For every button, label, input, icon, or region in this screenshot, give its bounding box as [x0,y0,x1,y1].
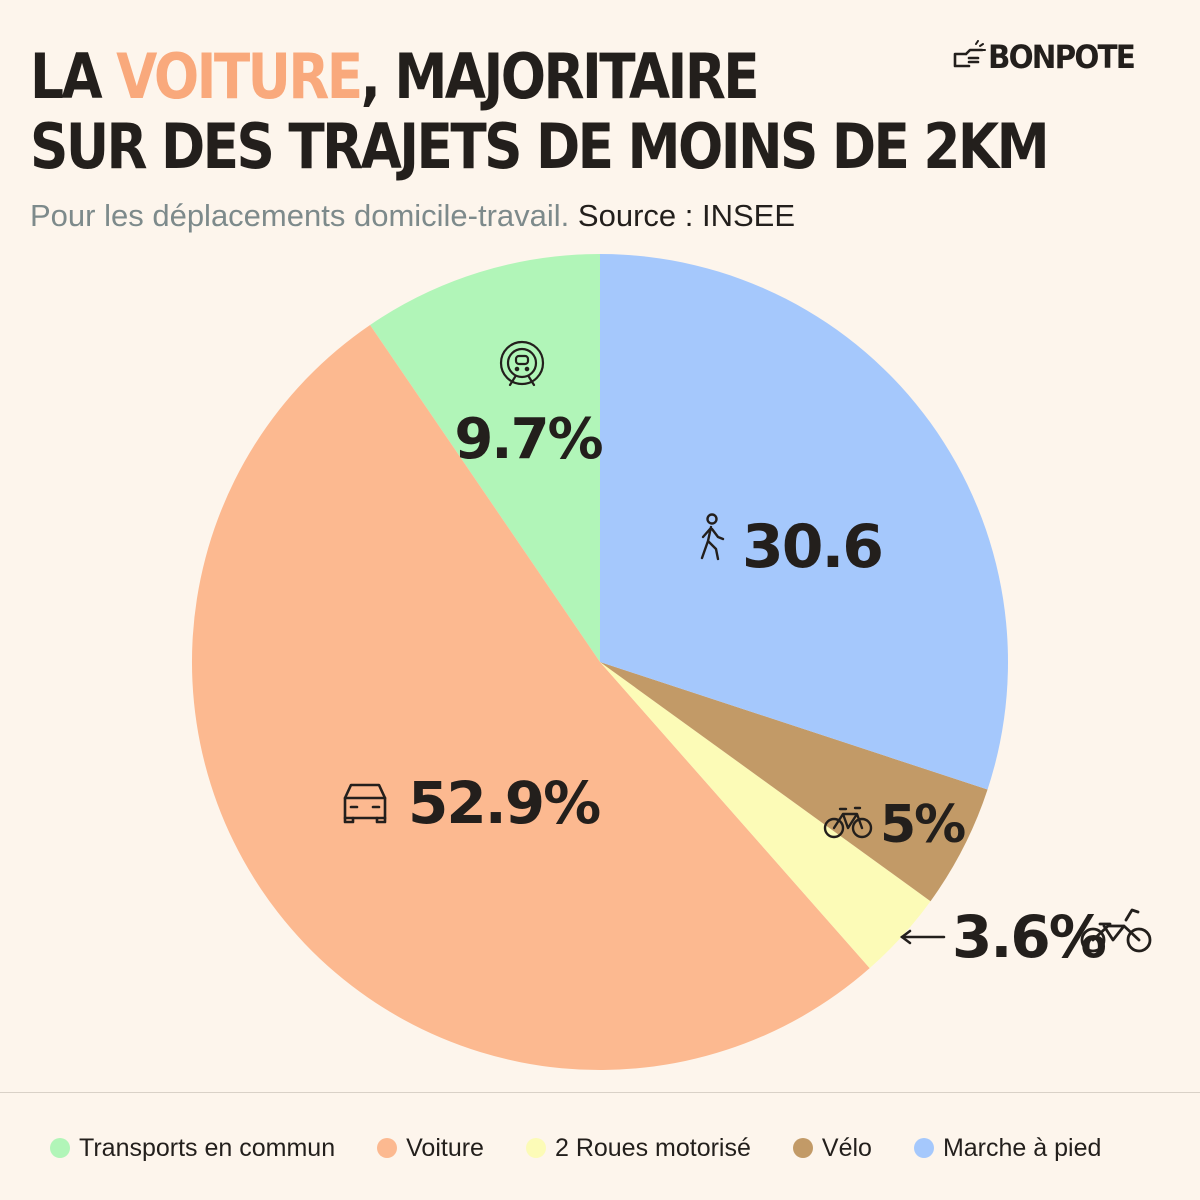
source-text: Source : INSEE [577,198,796,233]
subtitle: Pour les déplacements domicile-travail. … [30,198,795,234]
slice-label-transports: 9.7% [454,407,602,472]
logo-text: BONPOTE [988,38,1136,76]
title-part2: , majoritaire [360,40,760,113]
legend-item-marche: Marche à pied [913,1133,1102,1163]
bonpote-logo: BONPOTE [952,38,1147,76]
legend-item-velo: Vélo [792,1133,872,1163]
car-icon [343,783,387,824]
pie-chart: 9.7% 52.9% 3.6% 5% 30.6 [191,254,1152,1071]
walking-person-icon [700,513,725,561]
slice-label-velo: 5% [880,795,965,855]
legend-swatch [377,1138,398,1158]
title-part1: La [30,40,117,113]
train-icon [499,340,545,387]
legend-swatch [50,1138,70,1158]
legend-swatch [792,1138,813,1158]
pie-slice-marche-a-pied [600,254,1009,790]
pointing-hand-icon [953,40,986,68]
legend-item-transports: Transports en commun [50,1134,335,1163]
legend-item-2-roues: 2 Roues motorisé [525,1133,751,1163]
page-title: La voiture, majoritaire sur des trajets … [30,40,1050,183]
legend-item-voiture: Voiture [377,1134,484,1163]
legend-label: Marche à pied [942,1133,1102,1162]
legend-label: 2 Roues motorisé [554,1133,751,1162]
motorbike-icon [1080,908,1152,953]
legend: Transports en commun Voiture 2 Roues mot… [50,1128,1101,1168]
slice-label-2-roues: 3.6% [952,903,1106,971]
title-line2: sur des trajets de moins de 2km [30,110,1050,183]
subtitle-text: Pour les déplacements domicile-travail. [30,198,570,233]
bicycle-icon [823,806,873,839]
legend-label: Voiture [406,1133,484,1162]
slice-arrow [899,929,946,945]
legend-label: Transports en commun [79,1133,336,1162]
pie-slice-voiture [191,324,870,1071]
legend-divider [0,1092,1200,1093]
legend-swatch [525,1138,546,1158]
legend-swatch [913,1138,934,1158]
pie-slice-velo [600,662,988,902]
pie-slice-2-roues-motorise [600,662,931,969]
slice-label-marche: 30.6 [742,512,882,582]
title-highlight: voiture [116,40,363,113]
slice-label-voiture: 52.9% [408,769,600,837]
legend-label: Vélo [821,1133,872,1162]
